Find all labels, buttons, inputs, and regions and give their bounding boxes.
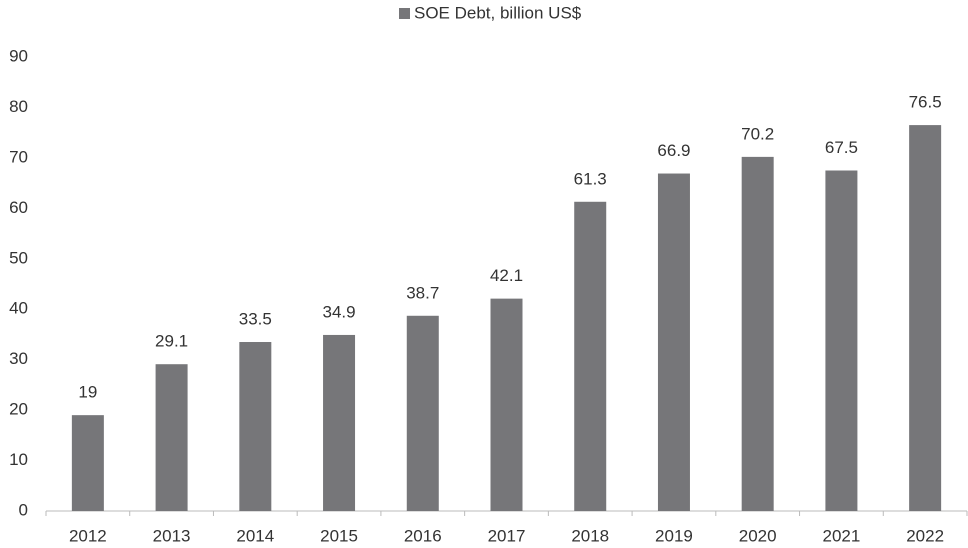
x-tick-label: 2012	[69, 526, 107, 545]
y-tick-label: 90	[9, 46, 28, 65]
x-tick-label: 2017	[488, 526, 526, 545]
data-label: 70.2	[741, 124, 774, 143]
y-tick-label: 80	[9, 97, 28, 116]
bar	[574, 201, 607, 511]
x-tick-label: 2021	[822, 526, 860, 545]
data-label: 34.9	[322, 302, 355, 321]
bar	[825, 170, 858, 511]
x-tick-label: 2022	[906, 526, 944, 545]
x-tick-label: 2015	[320, 526, 358, 545]
y-tick-label: 50	[9, 248, 28, 267]
bar	[155, 364, 188, 511]
bar	[490, 298, 523, 511]
data-label: 29.1	[155, 332, 188, 351]
y-tick-label: 20	[9, 400, 28, 419]
data-label: 76.5	[909, 93, 942, 112]
y-tick-label: 40	[9, 299, 28, 318]
y-tick-label: 70	[9, 147, 28, 166]
y-tick-label: 30	[9, 349, 28, 368]
bar	[71, 415, 104, 511]
y-tick-label: 10	[9, 450, 28, 469]
x-tick-label: 2014	[236, 526, 274, 545]
bar	[323, 334, 356, 511]
x-tick-label: 2019	[655, 526, 693, 545]
x-tick-label: 2016	[404, 526, 442, 545]
data-label: 66.9	[657, 141, 690, 160]
y-tick-label: 60	[9, 198, 28, 217]
bar	[406, 315, 439, 511]
legend-swatch	[399, 8, 410, 19]
x-tick-label: 2013	[153, 526, 191, 545]
legend-label: SOE Debt, billion US$	[414, 3, 582, 22]
bar	[909, 125, 942, 511]
bar	[239, 342, 272, 511]
x-tick-label: 2020	[739, 526, 777, 545]
data-label: 61.3	[574, 169, 607, 188]
data-label: 33.5	[239, 309, 272, 328]
x-tick-label: 2018	[571, 526, 609, 545]
bar	[741, 156, 774, 511]
data-label: 67.5	[825, 138, 858, 157]
bar	[657, 173, 690, 511]
data-label: 42.1	[490, 266, 523, 285]
data-label: 19	[78, 383, 97, 402]
data-label: 38.7	[406, 283, 439, 302]
y-tick-label: 0	[19, 500, 28, 519]
